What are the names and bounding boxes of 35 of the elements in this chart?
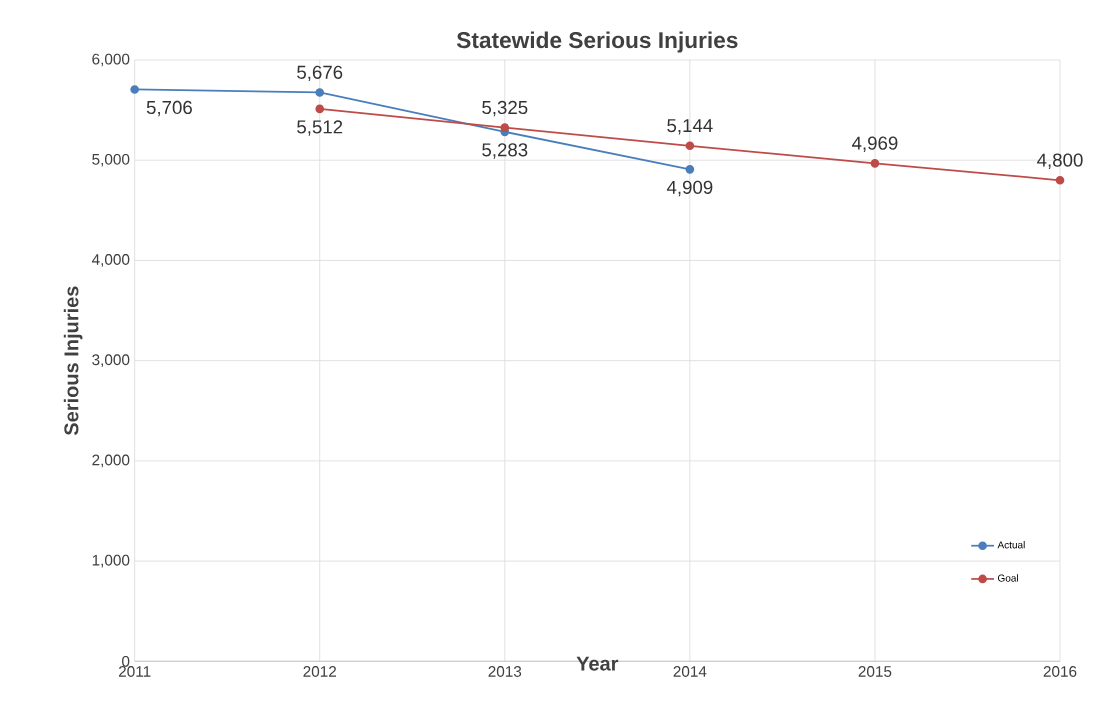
data-label: 4,909 bbox=[666, 180, 713, 197]
data-label: 5,325 bbox=[482, 100, 528, 117]
data-label: 5,706 bbox=[146, 100, 192, 117]
data-label: 5,512 bbox=[297, 120, 343, 136]
chart-title: Statewide Serious Injuries bbox=[456, 31, 738, 53]
data-label: 5,283 bbox=[482, 143, 528, 159]
y-tick-label: 5,000 bbox=[92, 153, 130, 167]
point bbox=[500, 123, 510, 132]
x-tick-label: 2012 bbox=[303, 666, 337, 677]
y-tick-label: 2,000 bbox=[92, 454, 130, 468]
point bbox=[685, 141, 695, 151]
data-label: 5,144 bbox=[667, 119, 713, 135]
point bbox=[130, 85, 140, 94]
x-axis-title: Year bbox=[576, 656, 619, 671]
point bbox=[315, 88, 325, 97]
point bbox=[1055, 175, 1065, 185]
point bbox=[870, 158, 880, 168]
data-label: 5,676 bbox=[297, 65, 343, 82]
x-tick-label: 2014 bbox=[673, 666, 707, 677]
data-label: 4,800 bbox=[1037, 153, 1083, 169]
legend-label: Goal bbox=[998, 574, 1018, 582]
y-tick-label: 1,000 bbox=[92, 554, 130, 568]
y-axis-title: Serious Injuries bbox=[63, 286, 83, 436]
x-tick-label: 2015 bbox=[858, 666, 892, 677]
x-tick-label: 2011 bbox=[118, 666, 151, 677]
y-tick-label: 6,000 bbox=[92, 53, 130, 67]
y-tick-label: 3,000 bbox=[92, 354, 130, 367]
point bbox=[685, 165, 695, 174]
data-label: 4,969 bbox=[852, 136, 898, 152]
x-tick-label: 2013 bbox=[488, 666, 522, 677]
point bbox=[315, 104, 325, 114]
x-tick-label: 2016 bbox=[1043, 666, 1077, 677]
y-tick-label: 4,000 bbox=[91, 254, 130, 267]
y-tick-label: 0 bbox=[122, 655, 130, 667]
legend-label: Actual bbox=[997, 541, 1025, 549]
